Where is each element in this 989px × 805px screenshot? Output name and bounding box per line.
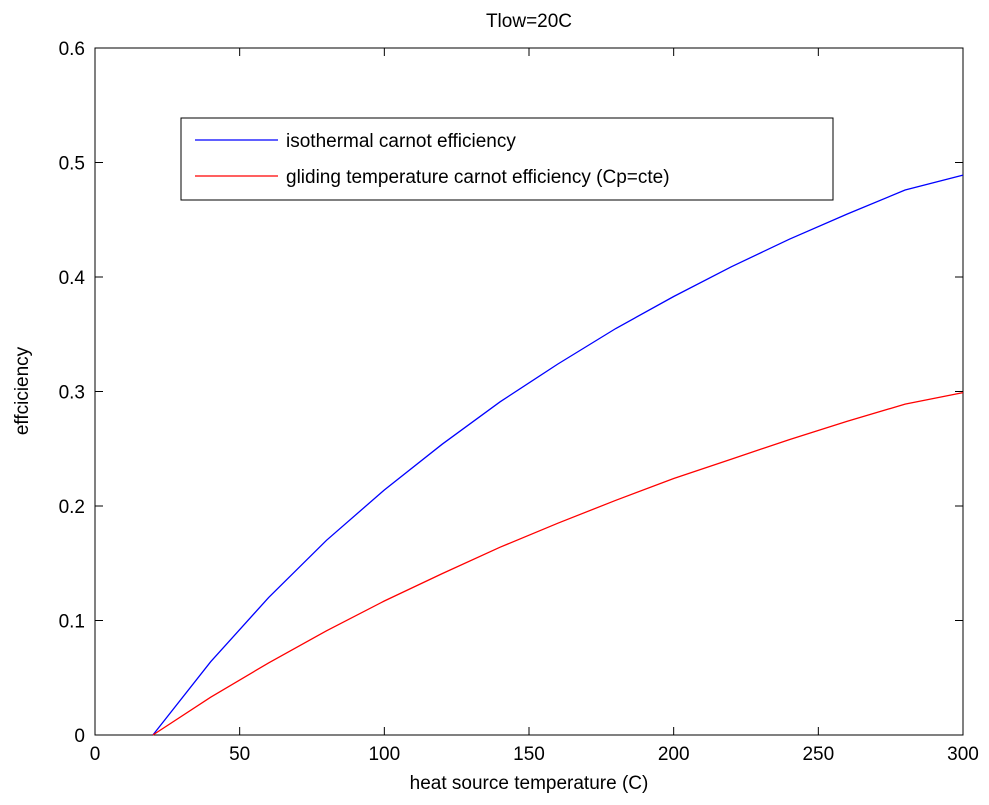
y-tick-label: 0.2: [59, 497, 85, 518]
x-tick-label: 300: [947, 744, 979, 765]
y-axis-label: effciciency: [12, 346, 33, 435]
x-tick-label: 150: [513, 744, 545, 765]
y-tick-label: 0.1: [59, 612, 85, 633]
legend-box: [180, 117, 834, 201]
legend-label-2: gliding temperature carnot efficiency (C…: [286, 167, 670, 188]
y-tick-label: 0: [74, 726, 85, 747]
legend-label-1: isothermal carnot efficiency: [286, 131, 516, 152]
y-tick-label: 0.4: [59, 268, 86, 289]
x-tick-label: 250: [802, 744, 834, 765]
series-line-2: [152, 391, 964, 736]
series-line-1: [152, 174, 964, 736]
chart-title: Tlow=20C: [486, 11, 572, 32]
axis-ticks: 0 50 100 150 200 250 300 0 0.1 0.2 0.3 0.4 0.5 0.6: [59, 39, 979, 765]
x-tick-label: 100: [368, 744, 400, 765]
x-tick-label: 0: [90, 744, 101, 765]
x-axis-label: heat source temperature (C): [410, 773, 649, 794]
y-tick-label: 0.6: [59, 39, 85, 60]
x-tick-label: 200: [658, 744, 690, 765]
x-tick-label: 50: [229, 744, 250, 765]
y-tick-label: 0.3: [59, 383, 85, 404]
legend: isothermal carnot efficiency gliding temp…: [180, 117, 834, 201]
y-tick-label: 0.5: [59, 154, 85, 175]
series-lines: [152, 174, 964, 736]
